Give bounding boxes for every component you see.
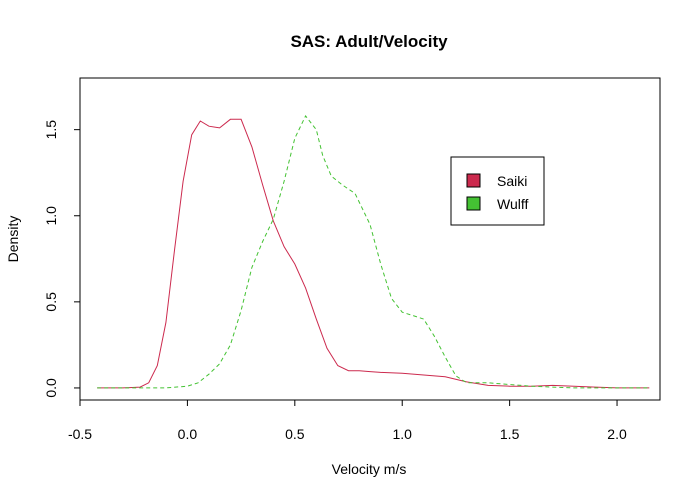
x-tick-label: 1.0 — [392, 426, 412, 442]
x-tick-label: 2.0 — [607, 426, 627, 442]
y-axis: 0.0 0.5 1.0 1.5 — [43, 120, 81, 398]
y-tick-label: 1.5 — [43, 120, 59, 140]
y-tick-label: 0.0 — [43, 378, 59, 398]
legend-swatch-saiki — [466, 173, 481, 188]
x-tick-label: -0.5 — [68, 426, 92, 442]
legend-box — [450, 156, 545, 226]
x-tick-label: 1.5 — [500, 426, 520, 442]
series-line-saiki — [97, 118, 650, 389]
series-line-wulff — [97, 114, 650, 389]
y-tick-label: 0.5 — [43, 292, 59, 312]
legend: Saiki Wulff — [450, 156, 545, 226]
legend-label-wulff: Wulff — [497, 196, 528, 212]
y-axis-label: Density — [5, 216, 21, 263]
x-axis-label: Velocity m/s — [332, 461, 407, 477]
x-tick-label: 0.0 — [178, 426, 198, 442]
legend-swatch-wulff — [466, 196, 481, 211]
plot-box — [79, 77, 661, 401]
legend-label-saiki: Saiki — [497, 173, 527, 189]
series-layer — [97, 114, 650, 389]
y-tick-label: 1.0 — [43, 206, 59, 226]
chart-title: SAS: Adult/Velocity — [290, 32, 448, 51]
x-tick-label: 0.5 — [285, 426, 305, 442]
x-axis: -0.5 0.0 0.5 1.0 1.5 2.0 — [68, 399, 627, 442]
